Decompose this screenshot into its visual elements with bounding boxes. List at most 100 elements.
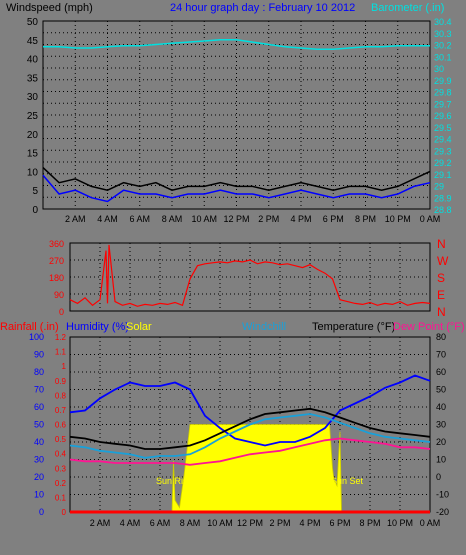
windspeed-tick-label: 0 [32,205,38,216]
legend-entry: Rainfall (.in) [0,321,59,333]
windspeed-axis-label: Windspeed (mph) [6,2,93,14]
rain-tick-label: 1.2 [55,333,67,342]
series-dew-point [69,437,431,466]
panel3-annotations: Sun Rise Sun Set [156,476,364,486]
time-tick-label: 10 AM [207,518,233,528]
temperature-tick-label: 80 [436,332,446,342]
rain-tick-label: 1.1 [55,348,67,357]
windspeed-tick-label: 25 [27,111,39,122]
panel1-series [42,39,431,203]
barometer-tick-label: 29.9 [434,76,452,86]
rain-tick-label: 0.1 [55,493,67,502]
barometer-tick-label: 30 [434,64,444,74]
time-tick-label: 12 PM [237,518,263,528]
humidity-tick-label: 80 [34,367,44,377]
windspeed-tick-label: 35 [27,73,39,84]
time-tick-label: 8 PM [355,214,376,224]
rain-tick-label: 0 [62,508,67,517]
time-tick-label: 2 AM [65,214,86,224]
humidity-tick-label: 70 [34,385,44,395]
series-temperature [69,407,431,450]
time-tick-label: 8 AM [180,518,201,528]
barometer-tick-label: 28.9 [434,193,452,203]
windspeed-tick-label: 15 [27,149,39,160]
rain-tick-label: 0.9 [55,377,67,386]
direction-tick-label: 180 [49,273,64,283]
time-tick-label: 4 AM [97,214,118,224]
temperature-tick-label: 70 [436,350,446,360]
windspeed-tick-label: 10 [27,167,39,178]
direction-tick-label: 90 [54,290,64,300]
windspeed-tick-label: 5 [32,186,38,197]
direction-tick-label: 0 [59,307,64,317]
humidity-tick-label: 60 [34,402,44,412]
time-tick-label: 2 AM [90,518,111,528]
sunrise-label: Sun Rise [156,476,193,486]
series-wind-gust [42,167,431,191]
barometer-tick-label: 29.6 [434,111,452,121]
series-solar [70,424,430,513]
time-tick-label: 6 PM [323,214,344,224]
temperature-tick-label: 50 [436,385,446,395]
humidity-tick-label: 10 [34,490,44,500]
legend-entry: Temperature (°F) [312,321,395,333]
barometer-tick-label: 30.4 [434,17,452,27]
series-wind-direction [69,244,431,307]
compass-label: W [437,254,449,268]
legend-entry: Dew Point (°F) [393,321,465,333]
windspeed-tick-label: 30 [27,92,39,103]
temperature-tick-label: 60 [436,367,446,377]
humidity-tick-label: 40 [34,437,44,447]
barometer-tick-label: 30.1 [434,52,452,62]
series-windchill [69,413,431,459]
panel1-grid [43,21,430,209]
time-tick-label: 10 PM [387,518,413,528]
chart-title: 24 hour graph day : February 10 2012 [170,2,355,14]
rain-tick-label: 0.6 [55,421,67,430]
rain-tick-label: 0.5 [55,435,67,444]
temperature-tick-label: -10 [436,490,449,500]
barometer-tick-label: 29.8 [434,88,452,98]
panel3-ticks: 0 0.1 0.2 0.3 0.4 0.5 0.6 0.7 0.8 0.9 1 1.1 1.2 0 10 20… [29,332,449,528]
time-tick-label: 8 AM [162,214,183,224]
temperature-tick-label: 0 [436,472,441,482]
temperature-tick-label: 40 [436,402,446,412]
humidity-tick-label: 50 [34,420,44,430]
windspeed-tick-label: 45 [27,36,39,47]
humidity-tick-label: 0 [39,507,44,517]
time-tick-label: 10 PM [385,214,411,224]
compass-label: N [437,305,446,319]
temperature-tick-label: -20 [436,507,449,517]
series-wind-average [42,174,431,203]
barometer-tick-label: 29.1 [434,170,452,180]
barometer-tick-label: 29.3 [434,146,452,156]
time-tick-label: 4 PM [290,214,311,224]
barometer-tick-label: 29.5 [434,123,452,133]
time-tick-label: 4 AM [120,518,141,528]
time-tick-label: 8 PM [359,518,380,528]
barometer-tick-label: 29 [434,182,444,192]
barometer-tick-label: 29.4 [434,135,452,145]
wind-barometer-panel: 0 5 10 15 20 25 30 35 40 45 50 28.8 28.929 29.1 29.2 29… [6,2,452,224]
legend-entry: Windchill [242,321,286,333]
panel3-series [69,374,431,514]
humidity-tick-label: 100 [29,332,44,342]
compass-label: S [437,271,445,285]
rain-tick-label: 0.4 [55,450,67,459]
sunset-label: Sun Set [331,476,364,486]
barometer-tick-label: 29.2 [434,158,452,168]
compass-label: E [437,288,445,302]
legend-entry: Solar [126,321,152,333]
barometer-tick-label: 30.2 [434,41,452,51]
time-tick-label: 2 PM [258,214,279,224]
rain-tick-label: 0.3 [55,464,67,473]
direction-tick-label: 270 [49,256,64,266]
direction-tick-label: 360 [49,239,64,249]
barometer-tick-label: 29.7 [434,99,452,109]
humidity-tick-label: 30 [34,455,44,465]
series-humidity [69,374,431,447]
time-tick-label: 2 PM [269,518,290,528]
